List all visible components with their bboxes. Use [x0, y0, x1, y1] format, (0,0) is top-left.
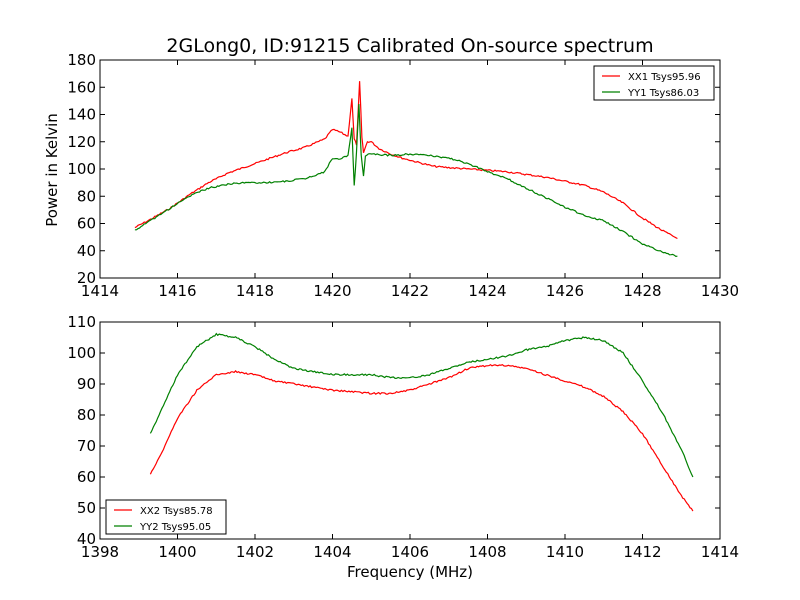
bottom-chart: Frequency (MHz) 1398 1400 1402 1404 1406 1408… [67, 313, 739, 581]
x-tick-label: 1400 [158, 543, 196, 561]
legend-box [105, 499, 227, 535]
top-chart-legend: XX1 Tsys95.96 YY1 Tsys86.03 [593, 65, 715, 101]
y-tick-label: 180 [67, 51, 96, 69]
x-tick-label: 1430 [701, 282, 739, 300]
x-tick-label: 1428 [623, 282, 661, 300]
legend-label: YY1 Tsys86.03 [627, 88, 699, 99]
y-tick-label: 40 [77, 530, 96, 548]
top-chart-title: 2GLong0, ID:91215 Calibrated On-source s… [166, 35, 653, 57]
y-tick-label: 70 [77, 437, 96, 455]
y-tick-label: 140 [67, 106, 96, 124]
x-tick-label: 1420 [313, 282, 351, 300]
y-tick-label: 40 [77, 242, 96, 260]
series-line-2 [134, 103, 678, 258]
y-tick-label: 120 [67, 133, 96, 151]
x-tick-label: 1404 [313, 543, 351, 561]
x-tick-label: 1406 [391, 543, 429, 561]
y-tick-label: 160 [67, 78, 96, 96]
x-tick-label: 1410 [546, 543, 584, 561]
y-tick-label: 100 [67, 344, 96, 362]
x-tick-label: 1412 [623, 543, 661, 561]
series-line-1 [149, 363, 694, 512]
y-tick-label: 50 [77, 499, 96, 517]
y-tick-label: 20 [77, 269, 96, 287]
series-line-2 [149, 332, 694, 478]
y-tick-label: 110 [67, 313, 96, 331]
bottom-chart-plot-area: 1398 1400 1402 1404 1406 1408 1410 1412 1414 40 50… [67, 313, 739, 561]
y-tick-label: 100 [67, 160, 96, 178]
bottom-chart-x-axis-label: Frequency (MHz) [347, 563, 473, 581]
x-tick-label: 1418 [236, 282, 274, 300]
legend-label: XX1 Tsys95.96 [628, 72, 701, 83]
x-tick-label: 1416 [158, 282, 196, 300]
x-tick-label: 1426 [546, 282, 584, 300]
series-line-1 [134, 81, 678, 240]
y-tick-label: 80 [77, 406, 96, 424]
bottom-chart-legend: XX2 Tsys85.78 YY2 Tsys95.05 [105, 499, 227, 535]
top-chart: 2GLong0, ID:91215 Calibrated On-source s… [43, 35, 739, 300]
legend-box [593, 65, 715, 101]
x-tick-label: 1398 [81, 543, 119, 561]
x-tick-label: 1408 [468, 543, 506, 561]
y-tick-label: 60 [77, 468, 96, 486]
x-tick-label: 1422 [391, 282, 429, 300]
top-chart-plot-area: 1414 1416 1418 1420 1422 1424 1426 1428 1430 20 40… [67, 51, 739, 300]
x-tick-label: 1424 [468, 282, 506, 300]
x-tick-label: 1414 [701, 543, 739, 561]
x-tick-label: 1402 [236, 543, 274, 561]
x-tick-label: 1414 [81, 282, 119, 300]
y-tick-label: 80 [77, 187, 96, 205]
legend-label: XX2 Tsys85.78 [140, 506, 213, 517]
y-tick-label: 60 [77, 215, 96, 233]
y-tick-label: 90 [77, 375, 96, 393]
top-chart-y-axis-label: Power in Kelvin [43, 113, 61, 227]
legend-label: YY2 Tsys95.05 [139, 522, 211, 533]
